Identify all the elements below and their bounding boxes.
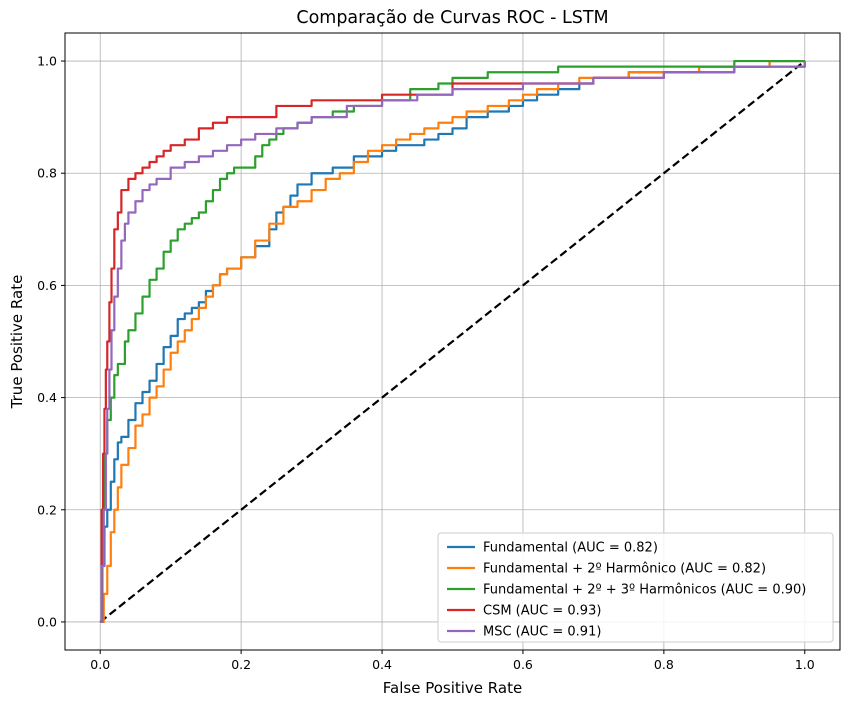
y-tick-label: 0.0 xyxy=(37,614,57,629)
x-tick-label: 0.2 xyxy=(231,657,251,672)
legend-label-3: CSM (AUC = 0.93) xyxy=(483,604,601,619)
chart-title: Comparação de Curvas ROC - LSTM xyxy=(296,8,608,28)
legend: Fundamental (AUC = 0.82) Fundamental + 2º… xyxy=(437,532,834,643)
chance-diagonal-line xyxy=(99,60,806,623)
series-line-2 xyxy=(100,59,805,624)
chance-line-layer xyxy=(99,60,806,623)
legend-label-0: Fundamental (AUC = 0.82) xyxy=(483,541,658,556)
x-axis-label: False Positive Rate xyxy=(383,679,522,697)
y-tick-label: 0.6 xyxy=(37,278,57,293)
y-tick-label: 0.4 xyxy=(37,390,57,405)
series-layer xyxy=(100,59,806,624)
x-tick-label: 0.0 xyxy=(90,657,110,672)
y-tick-label: 1.0 xyxy=(37,54,57,69)
y-tick-label: 0.2 xyxy=(37,502,57,517)
series-line-0 xyxy=(100,59,805,624)
axis-ticks: 0.0 0.2 0.4 0.6 0.8 1.0 0.0 0.2 0.4 0.6 0.8 1.0 xyxy=(37,54,815,672)
plot-frame xyxy=(64,32,841,651)
legend-label-2: Fundamental + 2º + 3º Harmônicos (AUC = … xyxy=(483,583,806,598)
y-tick-label: 0.8 xyxy=(37,166,57,181)
legend-label-1: Fundamental + 2º Harmônico (AUC = 0.82) xyxy=(483,562,766,577)
x-tick-label: 0.8 xyxy=(654,657,674,672)
series-line-4 xyxy=(100,61,806,624)
x-tick-label: 1.0 xyxy=(795,657,815,672)
x-tick-label: 0.6 xyxy=(513,657,533,672)
legend-box xyxy=(437,532,834,643)
series-line-1 xyxy=(100,59,805,624)
x-tick-label: 0.4 xyxy=(372,657,392,672)
legend-label-4: MSC (AUC = 0.91) xyxy=(483,625,601,640)
grid-lines xyxy=(65,33,840,650)
y-axis-label: True Positive Rate xyxy=(8,275,26,410)
